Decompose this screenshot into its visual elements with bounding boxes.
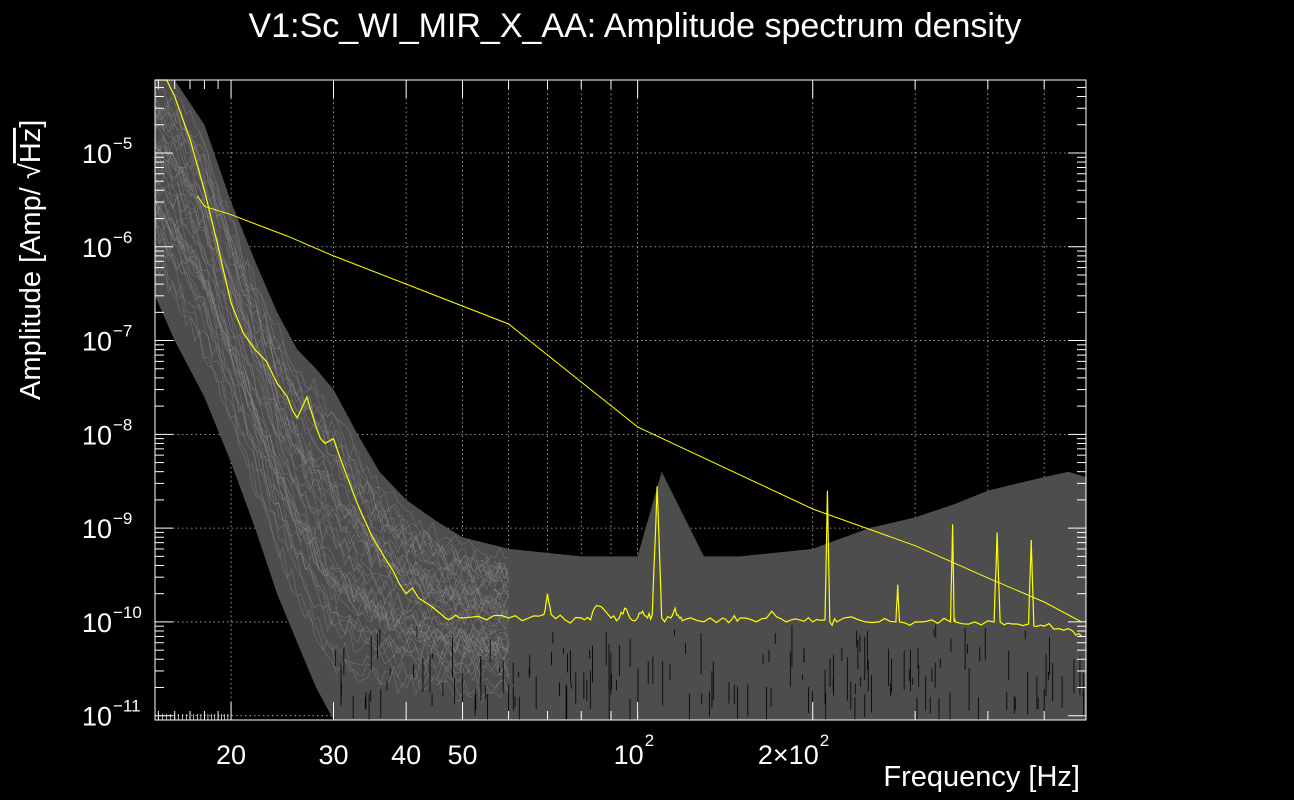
spread-trace <box>154 217 509 676</box>
spread-trace <box>154 105 509 582</box>
y-tick-label: 10 <box>82 233 112 263</box>
y-tick-label: 10 <box>82 702 112 732</box>
spread-trace <box>154 151 509 623</box>
x-axis-label: Frequency [Hz] <box>883 761 1080 793</box>
reference-line <box>196 195 1082 623</box>
spread-trace <box>154 88 509 567</box>
spread-band <box>154 80 1086 720</box>
spread-trace <box>154 205 509 662</box>
y-tick-label: 10 <box>82 608 112 638</box>
y-tick-label-exponent: −5 <box>113 134 132 153</box>
x-tick-label: 20 <box>216 740 246 770</box>
spread-trace <box>154 186 509 653</box>
x-tick-label: 30 <box>318 740 348 770</box>
spread-trace <box>154 122 509 596</box>
spread-trace <box>154 183 509 641</box>
spread-trace <box>154 197 509 657</box>
chart-title: V1:Sc_WI_MIR_X_AA: Amplitude spectrum de… <box>249 7 1022 45</box>
y-axis-label-suffix: ] <box>15 120 47 128</box>
x-tick-label: 10 <box>614 740 644 770</box>
spread-trace <box>154 207 509 656</box>
y-axis-label-prefix: Amplitude [Amp/ <box>15 179 47 400</box>
spread-band-area <box>155 80 1086 720</box>
series-lines <box>155 79 1083 637</box>
y-axis-label: Amplitude [Amp/ √Hz] <box>15 120 47 400</box>
y-tick-label-exponent: −7 <box>113 322 132 341</box>
x-tick-label: 40 <box>391 740 421 770</box>
spread-trace <box>154 186 509 647</box>
spread-trace <box>154 214 509 674</box>
y-tick-label: 10 <box>82 139 112 169</box>
spread-trace <box>154 216 509 660</box>
y-tick-label: 10 <box>82 327 112 357</box>
spread-trace <box>154 106 509 584</box>
median-spectrum-line <box>155 79 1083 637</box>
spread-trace <box>154 107 509 582</box>
spread-trace <box>154 149 509 620</box>
spread-trace <box>154 245 509 692</box>
x-tick-label: 2×10 <box>758 740 819 770</box>
spread-trace <box>154 151 509 622</box>
y-tick-label: 10 <box>82 420 112 450</box>
y-tick-label: 10 <box>82 514 112 544</box>
y-axis-label-radical: Hz <box>15 128 47 163</box>
y-tick-label-exponent: −8 <box>113 415 132 434</box>
spread-trace <box>154 248 509 698</box>
x-tick-label-exponent: 2 <box>820 731 829 750</box>
spread-trace <box>154 112 509 593</box>
x-tick-label-exponent: 2 <box>645 731 654 750</box>
x-tick-label: 50 <box>448 740 478 770</box>
spread-trace <box>154 244 509 684</box>
spread-trace <box>154 134 509 601</box>
y-tick-label-exponent: −10 <box>113 603 142 622</box>
svg-text:Amplitude [Amp/ √Hz]: Amplitude [Amp/ √Hz] <box>15 120 47 400</box>
spread-trace <box>154 225 509 677</box>
spread-trace <box>154 198 509 653</box>
spread-trace <box>154 103 509 580</box>
y-axis-label-radical-sign: √ <box>15 163 47 179</box>
spread-trace <box>154 172 509 635</box>
y-tick-label-exponent: −9 <box>113 509 132 528</box>
plot-frame <box>154 79 1087 721</box>
spread-trace <box>154 144 509 614</box>
y-tick-label-exponent: −11 <box>113 697 141 716</box>
y-tick-label-exponent: −6 <box>113 228 132 247</box>
